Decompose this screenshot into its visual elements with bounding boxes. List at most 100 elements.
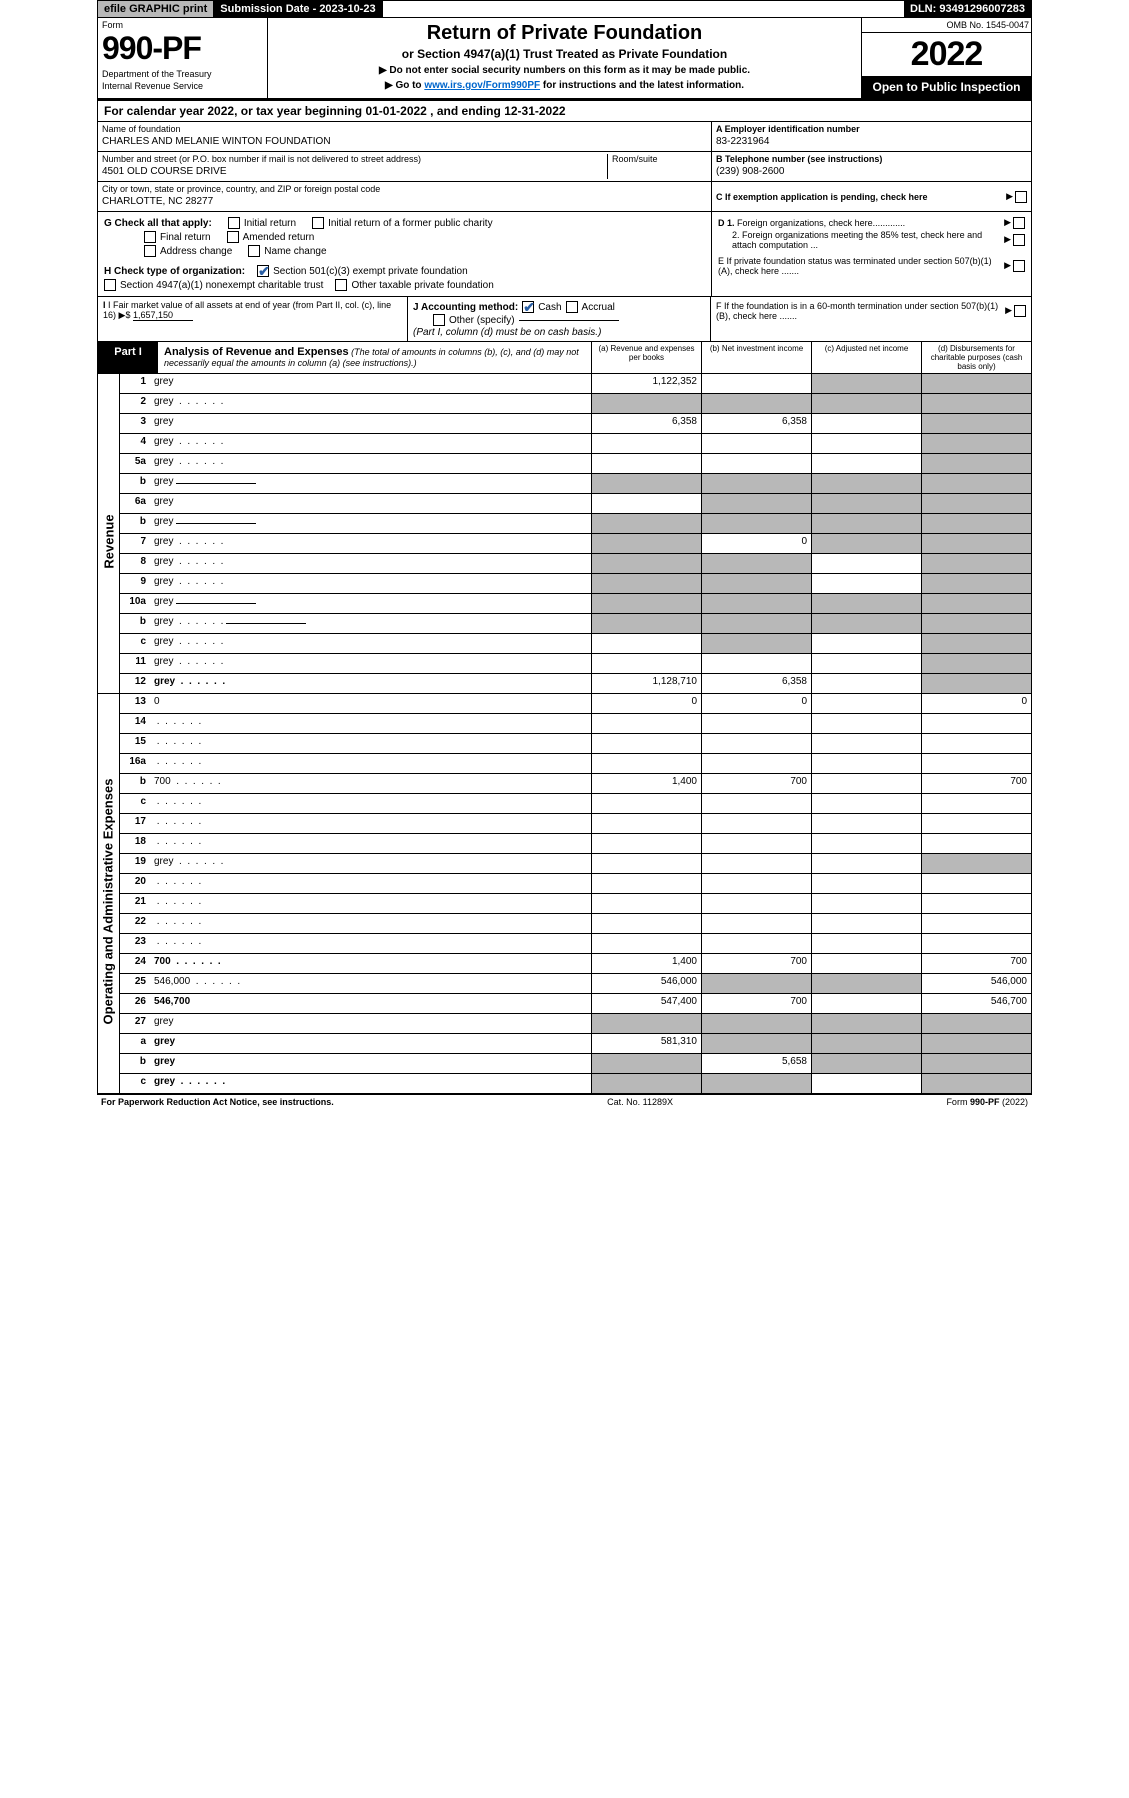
address-change-checkbox[interactable]: [144, 245, 156, 257]
table-cell: [591, 894, 701, 913]
table-cell: [701, 634, 811, 653]
part-1-table: Revenue 1grey1,122,3522grey . . . . . .3…: [97, 374, 1032, 1094]
table-cell: [591, 494, 701, 513]
table-cell: [591, 574, 701, 593]
table-cell: [591, 654, 701, 673]
table-cell: 5,658: [701, 1054, 811, 1073]
table-cell: [701, 514, 811, 533]
d2-checkbox[interactable]: [1013, 234, 1025, 246]
initial-former-checkbox[interactable]: [312, 217, 324, 229]
other-taxable-checkbox[interactable]: [335, 279, 347, 291]
line-number: 22: [120, 914, 150, 933]
table-cell: [921, 734, 1031, 753]
table-cell: [921, 554, 1031, 573]
line-description: grey . . . . . .: [150, 854, 591, 873]
table-cell: 0: [701, 534, 811, 553]
table-cell: 6,358: [701, 414, 811, 433]
4947a1-checkbox[interactable]: [104, 279, 116, 291]
table-cell: [591, 754, 701, 773]
line-description: grey . . . . . .: [150, 534, 591, 553]
table-cell: 6,358: [591, 414, 701, 433]
line-description: . . . . . .: [150, 714, 591, 733]
line-number: 7: [120, 534, 150, 553]
final-return-checkbox[interactable]: [144, 231, 156, 243]
501c3-checkbox[interactable]: [257, 265, 269, 277]
table-cell: [701, 874, 811, 893]
address-label: Number and street (or P.O. box number if…: [102, 154, 607, 164]
d1-checkbox[interactable]: [1013, 217, 1025, 229]
table-cell: [921, 474, 1031, 493]
table-cell: [921, 854, 1031, 873]
line-number: 15: [120, 734, 150, 753]
table-cell: 700: [701, 994, 811, 1013]
table-row: 25546,000 . . . . . .546,000546,000: [120, 974, 1031, 994]
table-cell: [811, 994, 921, 1013]
line-description: grey . . . . . .: [150, 614, 591, 633]
ein-value: 83-2231964: [716, 136, 1027, 147]
amended-return-checkbox[interactable]: [227, 231, 239, 243]
table-row: 1grey1,122,352: [120, 374, 1031, 394]
table-cell: [701, 374, 811, 393]
table-cell: 1,400: [591, 954, 701, 973]
table-cell: [811, 874, 921, 893]
table-row: 8grey . . . . . .: [120, 554, 1031, 574]
table-row: 24700 . . . . . .1,400700700: [120, 954, 1031, 974]
line-description: 700 . . . . . .: [150, 954, 591, 973]
e-checkbox[interactable]: [1013, 260, 1025, 272]
line-number: 11: [120, 654, 150, 673]
col-d-header: (d) Disbursements for charitable purpose…: [921, 342, 1031, 373]
table-cell: [811, 1014, 921, 1033]
table-cell: [701, 1034, 811, 1053]
foundation-name-label: Name of foundation: [102, 124, 707, 134]
table-cell: [591, 554, 701, 573]
accrual-checkbox[interactable]: [566, 301, 578, 313]
table-cell: [921, 654, 1031, 673]
irs-link[interactable]: www.irs.gov/Form990PF: [424, 80, 540, 91]
line-description: grey: [150, 1014, 591, 1033]
table-row: 19grey . . . . . .: [120, 854, 1031, 874]
table-cell: [701, 714, 811, 733]
line-description: grey: [150, 374, 591, 393]
table-cell: [591, 734, 701, 753]
table-cell: [811, 854, 921, 873]
table-cell: [591, 434, 701, 453]
line-number: 1: [120, 374, 150, 393]
table-cell: [921, 434, 1031, 453]
other-method-checkbox[interactable]: [433, 314, 445, 326]
table-cell: [591, 834, 701, 853]
revenue-section-label: Revenue: [102, 507, 117, 577]
line-description: grey . . . . . .: [150, 654, 591, 673]
table-cell: [811, 734, 921, 753]
table-row: 6agrey: [120, 494, 1031, 514]
f-checkbox[interactable]: [1014, 305, 1026, 317]
table-row: 27grey: [120, 1014, 1031, 1034]
table-row: 9grey . . . . . .: [120, 574, 1031, 594]
efile-print-label[interactable]: efile GRAPHIC print: [98, 1, 214, 17]
table-cell: [811, 774, 921, 793]
table-cell: [811, 954, 921, 973]
instr-goto: ▶ Go to www.irs.gov/Form990PF for instru…: [274, 80, 855, 91]
table-cell: [811, 674, 921, 693]
table-row: 10agrey: [120, 594, 1031, 614]
table-cell: [921, 814, 1031, 833]
table-cell: [591, 1074, 701, 1093]
initial-return-checkbox[interactable]: [228, 217, 240, 229]
table-cell: [921, 874, 1031, 893]
table-row: bgrey . . . . . .: [120, 614, 1031, 634]
table-cell: [921, 754, 1031, 773]
table-cell: [701, 434, 811, 453]
cash-checkbox[interactable]: [522, 301, 534, 313]
table-cell: [921, 834, 1031, 853]
line-description: 0: [150, 694, 591, 713]
entity-info: Name of foundation CHARLES AND MELANIE W…: [97, 122, 1032, 212]
table-cell: [811, 834, 921, 853]
name-change-checkbox[interactable]: [248, 245, 260, 257]
table-cell: [591, 394, 701, 413]
table-row: 16a . . . . . .: [120, 754, 1031, 774]
table-row: 21 . . . . . .: [120, 894, 1031, 914]
exemption-checkbox[interactable]: [1015, 191, 1027, 203]
footer-form: Form 990-PF (2022): [946, 1097, 1028, 1107]
part-1-label: Part I: [98, 342, 158, 373]
table-cell: [701, 614, 811, 633]
table-cell: [701, 1014, 811, 1033]
